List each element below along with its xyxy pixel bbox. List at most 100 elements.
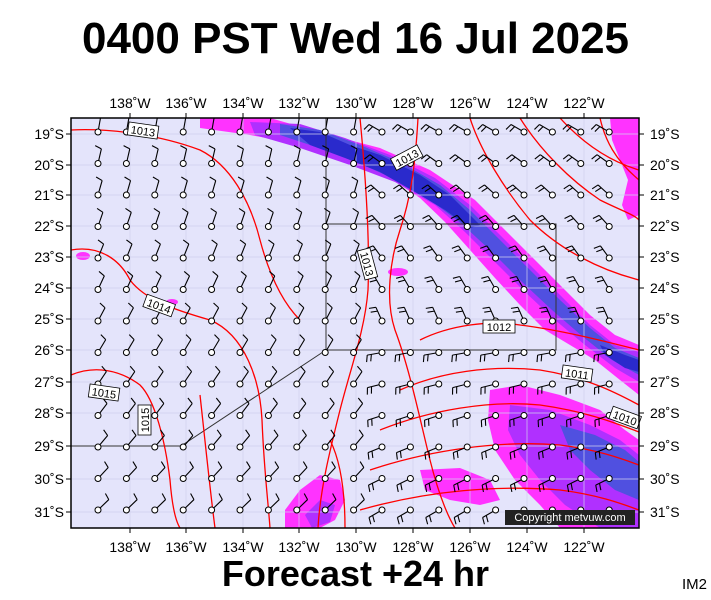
wind-barb-station [236,365,249,388]
wind-barb-station [94,118,102,136]
wind-barb-station [392,124,414,136]
lon-label: 132˚W [278,539,320,555]
wind-barb-station [536,349,556,363]
lon-label: 124˚W [506,539,548,555]
wind-barb-station [506,184,528,199]
wind-barb-station [350,397,364,419]
wind-barb-station [350,118,358,136]
wind-barb-station [208,429,222,451]
lat-label: 19˚S [34,126,64,142]
map-title: 0400 PST Wed 16 Jul 2025 [81,14,630,63]
wind-barb-station [450,214,471,230]
wind-barb-station [151,145,159,167]
wind-barb-station [565,380,585,395]
wind-barb-station [480,245,500,262]
wind-barb-station [94,176,103,199]
wind-barb-station [451,245,471,262]
svg-text:1015: 1015 [140,408,152,432]
wind-barb-station [122,207,132,230]
wind-barb-station [236,302,248,325]
wind-barb-station [366,349,386,363]
wind-barb-station [593,380,613,395]
wind-barb-station [452,443,471,460]
wind-barb-station [293,270,304,293]
lat-label: 23˚S [650,249,680,265]
wind-barb-station [425,506,443,525]
wind-barb-station [350,207,360,230]
wind-barb-station [425,306,443,325]
wind-barb-station [479,214,500,230]
wind-barb-station [421,184,443,199]
wind-barb-station [236,397,250,419]
wind-barb-station [179,429,194,451]
wind-barb-station [479,349,500,363]
wind-barb-station [350,239,360,262]
lat-label: 27˚S [34,374,64,390]
wind-barb-station [453,475,471,493]
wind-barb-station [264,302,276,325]
lat-label: 24˚S [34,280,64,296]
lon-labels-top: 138˚W 136˚W 134˚W 132˚W 130˚W 128˚W 126˚… [109,95,605,111]
wind-barb-station [537,443,556,460]
wind-barb-station [236,429,251,451]
wind-barb-station [423,380,443,395]
wind-barb-station [151,397,165,419]
wind-barb-station [122,493,138,514]
svg-text:1013: 1013 [130,124,156,139]
lat-label: 24˚S [650,280,680,296]
wind-barb-station [562,154,585,167]
isobar-label: 1013 [126,121,160,140]
wind-barb-station [94,270,105,293]
wind-barb-station [94,145,102,167]
wind-barb-station [236,145,244,167]
wind-barb-station [395,275,414,293]
wind-barb-station [480,380,500,395]
isobar-label: 1014 [142,293,177,318]
wind-barb-station [122,397,136,419]
wind-barb-station [122,429,137,451]
lon-label: 130˚W [335,539,377,555]
wind-barb-station [536,245,556,262]
wind-barb-station [208,270,219,293]
svg-text:Copyright metvuw.com: Copyright metvuw.com [514,512,625,524]
wind-barb-station [395,443,414,460]
wind-barb-station [592,214,613,230]
image-code: IM2 [682,576,708,593]
wind-barb-station [293,239,303,262]
wind-barb-station [593,245,613,262]
wind-barb-station [368,506,386,525]
wind-barb-station [509,275,528,293]
svg-text:1015: 1015 [91,386,117,401]
svg-text:1012: 1012 [487,322,511,334]
wind-barb-station [537,412,556,428]
wind-barb-station [595,475,613,493]
wind-barb-station [122,302,134,325]
wind-barb-station [365,214,386,230]
wind-barb-station [264,365,278,388]
lat-label: 31˚S [34,504,64,520]
isobar-label: 1015 [87,383,121,402]
lon-label: 134˚W [222,539,264,555]
wind-barb-station [423,245,443,262]
wind-barb-station [264,145,273,167]
wind-barb-station [321,239,332,262]
wind-barb-station [151,207,161,230]
lat-label: 30˚S [34,471,64,487]
lat-label: 30˚S [650,471,680,487]
lat-label: 28˚S [650,405,680,421]
wind-barb-station [321,461,336,482]
lon-label: 136˚W [165,95,207,111]
lon-label: 134˚W [222,95,264,111]
wind-barb-station [321,270,333,293]
wind-barb-station [535,184,556,199]
wind-barb-station [321,334,334,356]
wind-barb-station [94,429,109,451]
lat-label: 21˚S [650,187,680,203]
wind-barb-station [151,176,160,199]
wind-barb-station [293,176,302,199]
wind-barb-station [208,302,220,325]
wind-barb-station [236,207,246,230]
wind-barb-station [566,443,585,460]
wind-barb-station [478,184,500,199]
wind-barb-station [151,365,164,388]
